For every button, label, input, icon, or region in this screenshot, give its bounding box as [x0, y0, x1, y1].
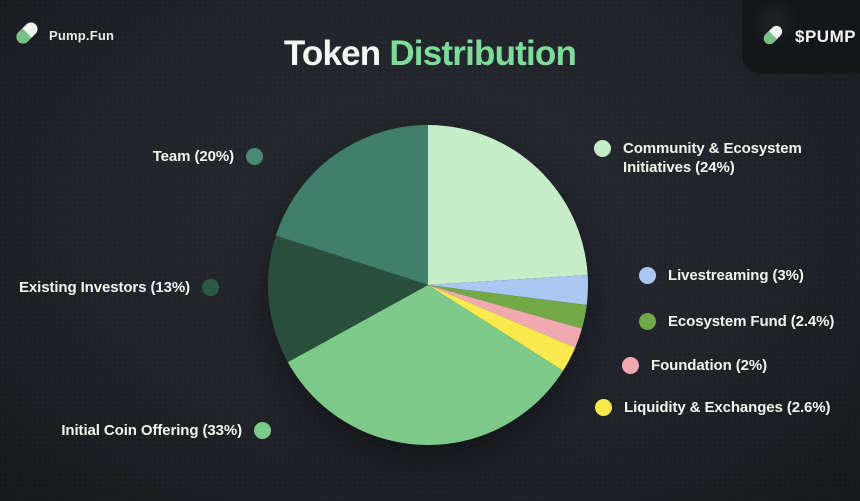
legend-item-foundation: Foundation (2%) [622, 356, 767, 375]
title-word-token: Token [283, 34, 381, 73]
legend-item-team: Team (20%) [153, 147, 263, 166]
legend-dot [639, 313, 656, 330]
legend-dot [246, 148, 263, 165]
pie-segment-existing-investors [267, 235, 428, 363]
legend-item-liquidity-exchanges: Liquidity & Exchanges (2.6%) [595, 398, 831, 417]
legend-label: Existing Investors (13%) [19, 279, 190, 296]
legend-item-livestreaming: Livestreaming (3%) [639, 266, 804, 285]
pill-icon [760, 22, 786, 53]
legend-label: Community & Ecosystem Initiatives (24%) [623, 140, 802, 176]
pie-segment-foundation [428, 285, 582, 348]
pill-icon [12, 18, 42, 53]
legend-dot [594, 140, 611, 157]
legend-dot [595, 399, 612, 416]
legend-label: Foundation (2%) [651, 357, 767, 374]
title-word-distribution: Distribution [389, 34, 577, 73]
app-logo: Pump.Fun [12, 18, 114, 53]
legend-label: Initial Coin Offering (33%) [61, 422, 242, 439]
ticker-text: $PUMP [795, 27, 857, 46]
legend-item-ecosystem-fund: Ecosystem Fund (2.4%) [639, 312, 834, 331]
pie-segment-initial-coin-offering [287, 285, 564, 445]
badge-halo [748, 0, 800, 48]
pie-segment-team [275, 125, 428, 285]
legend-dot [254, 422, 271, 439]
pie-segment-liquidity-exchanges [428, 285, 576, 371]
legend-dot [202, 279, 219, 296]
page-title: Token Distribution [0, 34, 860, 74]
legend-item-initial-coin-offering: Initial Coin Offering (33%) [61, 421, 271, 440]
legend-dot [622, 357, 639, 374]
legend-item-community-ecosystem: Community & Ecosystem Initiatives (24%) [594, 139, 802, 177]
pie-segment-ecosystem-fund [428, 285, 587, 329]
logo-text: Pump.Fun [49, 28, 115, 43]
ticker-badge: $PUMP [742, 0, 860, 74]
legend-dot [639, 267, 656, 284]
legend-label: Livestreaming (3%) [668, 267, 804, 284]
legend-label: Team (20%) [152, 148, 234, 165]
pie-segment-community-ecosystem-initiatives [428, 125, 588, 285]
legend-label: Ecosystem Fund (2.4%) [668, 313, 835, 330]
legend-label: Liquidity & Exchanges (2.6%) [624, 399, 831, 416]
pie-chart [267, 125, 588, 445]
pie-chart-container [267, 125, 588, 445]
pie-segment-livestreaming [428, 274, 588, 306]
legend-item-existing-investors: Existing Investors (13%) [19, 278, 219, 297]
